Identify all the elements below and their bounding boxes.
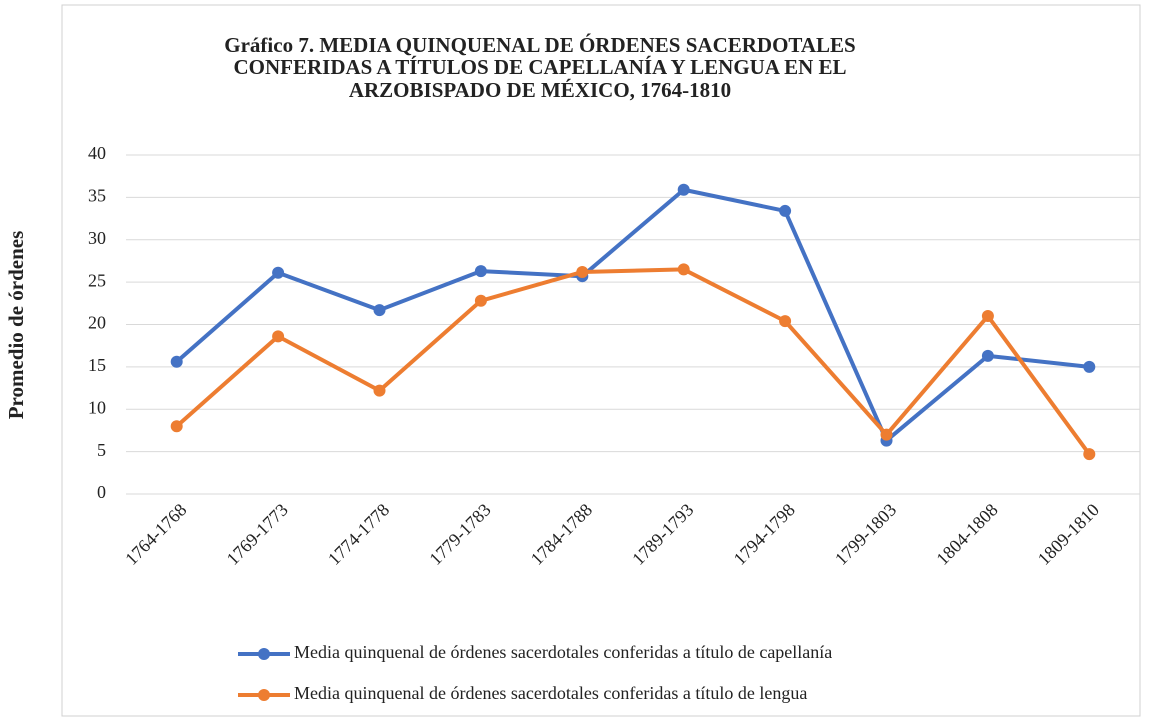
data-point bbox=[981, 310, 994, 323]
data-point bbox=[170, 420, 183, 433]
y-tick-label: 25 bbox=[88, 270, 106, 290]
data-point bbox=[880, 428, 893, 441]
y-tick-label: 35 bbox=[88, 186, 106, 206]
data-point bbox=[474, 265, 487, 278]
legend-label: Media quinquenal de órdenes sacerdotales… bbox=[294, 642, 832, 662]
data-point bbox=[576, 265, 589, 278]
y-tick-label: 5 bbox=[97, 440, 106, 460]
data-point bbox=[677, 183, 690, 196]
data-point bbox=[272, 266, 285, 279]
data-point bbox=[474, 294, 487, 307]
y-tick-label: 40 bbox=[88, 143, 106, 163]
series-line bbox=[175, 187, 1090, 443]
chart-border bbox=[61, 4, 1141, 717]
data-point bbox=[1083, 360, 1096, 373]
data-point bbox=[272, 330, 285, 343]
data-point bbox=[779, 315, 792, 328]
legend-marker bbox=[258, 689, 270, 701]
data-point bbox=[373, 384, 386, 397]
y-tick-label: 30 bbox=[88, 228, 106, 248]
y-tick-label: 20 bbox=[88, 313, 106, 333]
y-tick-label: 0 bbox=[97, 482, 106, 502]
legend-marker bbox=[258, 648, 270, 660]
y-tick-label: 10 bbox=[88, 397, 106, 417]
data-point bbox=[170, 355, 183, 368]
y-axis-label: Promedio de órdenes bbox=[4, 231, 28, 420]
chart-title: ARZOBISPADO DE MÉXICO, 1764-1810 bbox=[349, 78, 731, 102]
data-point bbox=[373, 304, 386, 317]
data-point bbox=[779, 204, 792, 217]
data-point bbox=[981, 349, 994, 362]
y-tick-label: 15 bbox=[88, 355, 106, 375]
data-point bbox=[1083, 448, 1096, 461]
chart-title: CONFERIDAS A TÍTULOS DE CAPELLANÍA Y LEN… bbox=[233, 55, 846, 79]
chart-title: Gráfico 7. MEDIA QUINQUENAL DE ÓRDENES S… bbox=[224, 33, 855, 57]
legend-label: Media quinquenal de órdenes sacerdotales… bbox=[294, 683, 807, 703]
series-line bbox=[175, 267, 1091, 456]
data-point bbox=[677, 263, 690, 276]
